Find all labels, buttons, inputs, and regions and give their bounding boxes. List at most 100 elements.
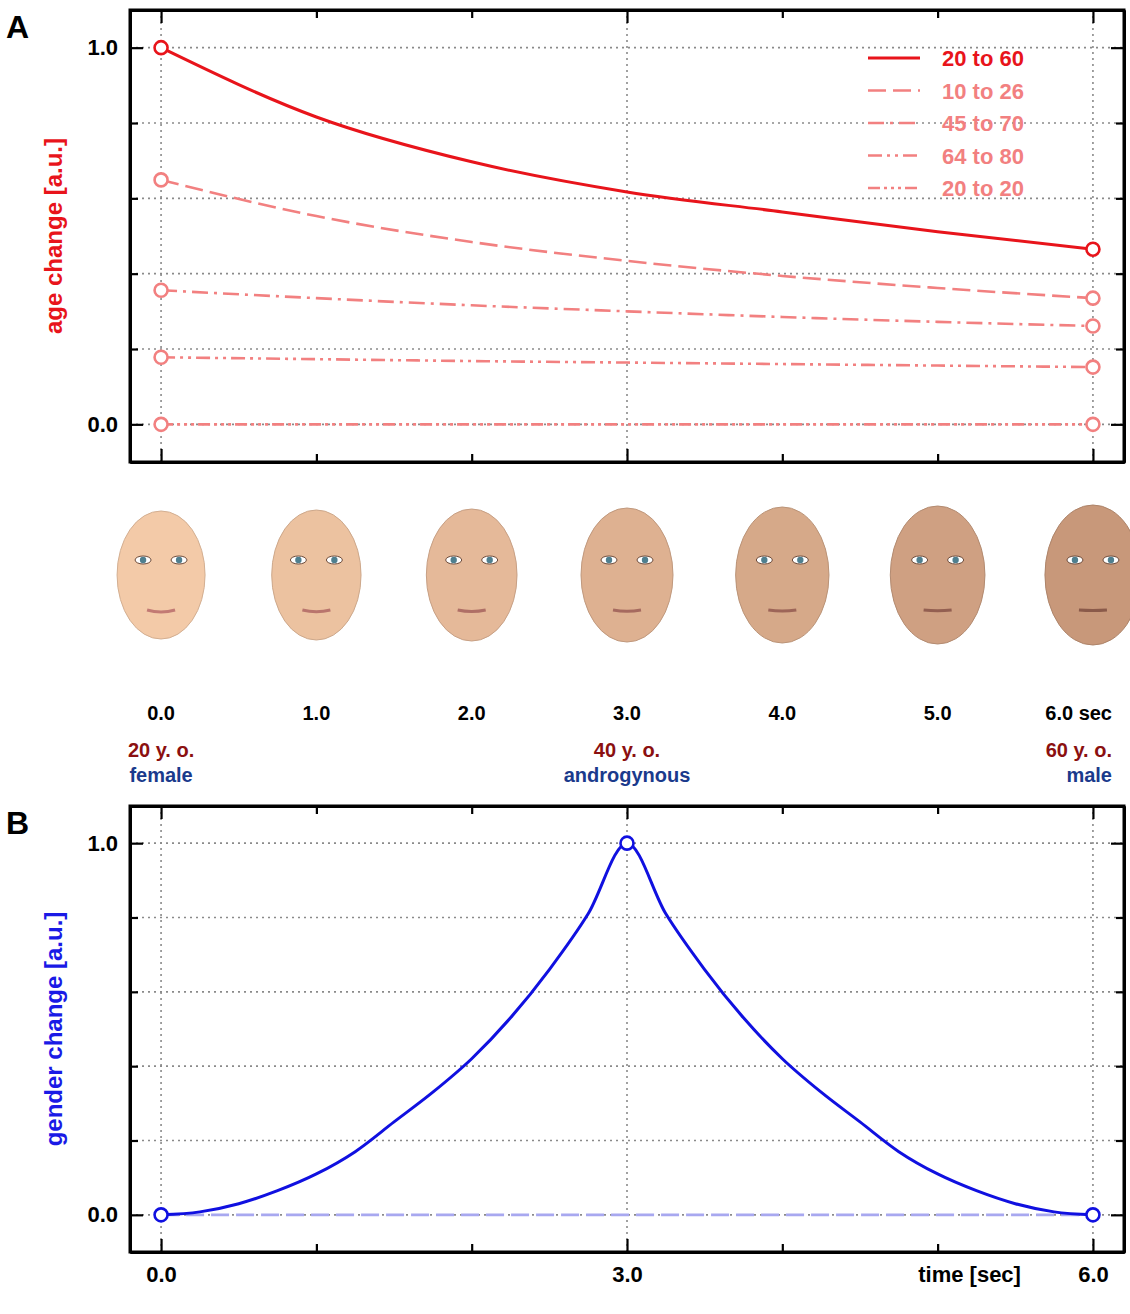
- x-axis-title: time [sec]: [918, 1262, 1021, 1287]
- y-axis-right: [1111, 807, 1125, 1253]
- tick-label: 6.0: [1078, 1262, 1109, 1287]
- legend-swatch: [868, 154, 920, 157]
- legend-label: 20 to 20: [942, 176, 1024, 201]
- face-mouth: [924, 609, 952, 613]
- legend-label: 20 to 60: [942, 46, 1024, 71]
- marker: [1086, 418, 1099, 431]
- face-eye: [948, 556, 964, 564]
- y-axis-title: gender change [a.u.]: [40, 912, 67, 1147]
- series-line: [161, 423, 1093, 426]
- tick-mark: [160, 1239, 162, 1252]
- time-label: 2.0: [458, 702, 486, 724]
- legend-label: 64 to 80: [942, 144, 1024, 169]
- face-mouth: [1079, 609, 1107, 613]
- marker: [155, 173, 168, 186]
- legend-label: 10 to 26: [942, 79, 1024, 104]
- legend-label: 45 to 70: [942, 111, 1024, 136]
- tick: 0.0: [146, 1239, 177, 1287]
- legend-swatch: [868, 187, 920, 190]
- grid-line: [130, 1140, 1124, 1142]
- face-eye: [601, 556, 617, 564]
- face: [426, 509, 517, 641]
- face-eye: [446, 556, 462, 564]
- face-iris: [140, 557, 146, 563]
- face-strip: 0.01.02.03.04.05.06.0 sec20 y. o.female4…: [117, 505, 1130, 786]
- face-iris: [486, 557, 492, 563]
- marker: [1086, 243, 1099, 256]
- face-eye: [326, 556, 342, 564]
- tick-label: 0.0: [87, 412, 118, 437]
- marker: [1086, 361, 1099, 374]
- time-label: 3.0: [613, 702, 641, 724]
- face-mouth: [768, 610, 796, 611]
- panel-label: A: [6, 9, 29, 45]
- gender-label: androgynous: [564, 764, 691, 786]
- tick-mark: [626, 449, 628, 462]
- gender-label: male: [1066, 764, 1112, 786]
- tick-mark: [1111, 1214, 1124, 1216]
- grid: [130, 10, 1124, 462]
- grid-line: [130, 1214, 1124, 1216]
- time-label: 0.0: [147, 702, 175, 724]
- tick: [161, 449, 162, 462]
- tick: 0.0: [87, 412, 143, 437]
- legend: 20 to 60 10 to 26 45 to 70 64 to 80 20 to 20: [868, 46, 1024, 201]
- face: [736, 507, 829, 643]
- plot-frame: [130, 10, 1124, 462]
- face: [117, 511, 205, 639]
- tick: [1093, 449, 1094, 462]
- face-iris: [642, 557, 648, 563]
- age-label: 40 y. o.: [594, 739, 660, 761]
- marker: [155, 284, 168, 297]
- x-axis-top: [131, 10, 1125, 23]
- x-axis: [131, 449, 1125, 463]
- face-iris: [952, 557, 958, 563]
- face-mouth: [147, 610, 175, 612]
- face-eye: [290, 556, 306, 564]
- time-label: 6.0 sec: [1045, 702, 1112, 724]
- tick: 6.0: [1078, 1239, 1109, 1287]
- tick-label: 1.0: [87, 831, 118, 856]
- marker: [1086, 320, 1099, 333]
- tick: 1.0: [87, 35, 143, 60]
- panel: 0.01.0age change [a.u.]A20 to 6010 to 26…: [6, 9, 1125, 463]
- face-shape: [117, 511, 205, 639]
- face-eye: [756, 556, 772, 564]
- tick: 1.0: [87, 831, 143, 856]
- face-iris: [1108, 557, 1114, 563]
- tick: [627, 449, 628, 462]
- legend-swatch: [868, 89, 920, 92]
- face-eye: [135, 556, 151, 564]
- grid-line: [626, 806, 628, 1252]
- face-eye: [1103, 556, 1119, 564]
- face: [890, 506, 985, 644]
- plot-frame: [130, 806, 1124, 1252]
- plot-area: [155, 41, 1100, 431]
- tick: [1111, 48, 1124, 49]
- face-eye: [792, 556, 808, 564]
- face-eye: [1067, 556, 1083, 564]
- face-mouth: [302, 610, 330, 612]
- face-shape: [1045, 505, 1130, 645]
- face: [1045, 505, 1130, 645]
- series-line: [161, 357, 1093, 367]
- grid-line: [1092, 10, 1094, 462]
- face-eye: [171, 556, 187, 564]
- x-axis-top: [131, 806, 1125, 819]
- series-line: [161, 48, 1093, 250]
- time-label: 5.0: [924, 702, 952, 724]
- tick: 0.0: [87, 1202, 143, 1227]
- series-line: [161, 843, 1093, 1215]
- age-label: 60 y. o.: [1046, 739, 1112, 761]
- tick-mark: [1111, 843, 1124, 845]
- series-line: [161, 1214, 1093, 1217]
- panel: 0.0 3.0 6.0 0.0 1.0 gender change [a.u.] time …: [6, 805, 1125, 1287]
- face-iris: [295, 557, 301, 563]
- tick: [1111, 843, 1124, 844]
- face-eye: [482, 556, 498, 564]
- tick-label: 1.0: [87, 35, 118, 60]
- face-eye: [912, 556, 928, 564]
- x-axis: 0.0 3.0 6.0: [131, 1239, 1125, 1287]
- tick: 3.0: [612, 1239, 643, 1287]
- face-shape: [890, 506, 985, 644]
